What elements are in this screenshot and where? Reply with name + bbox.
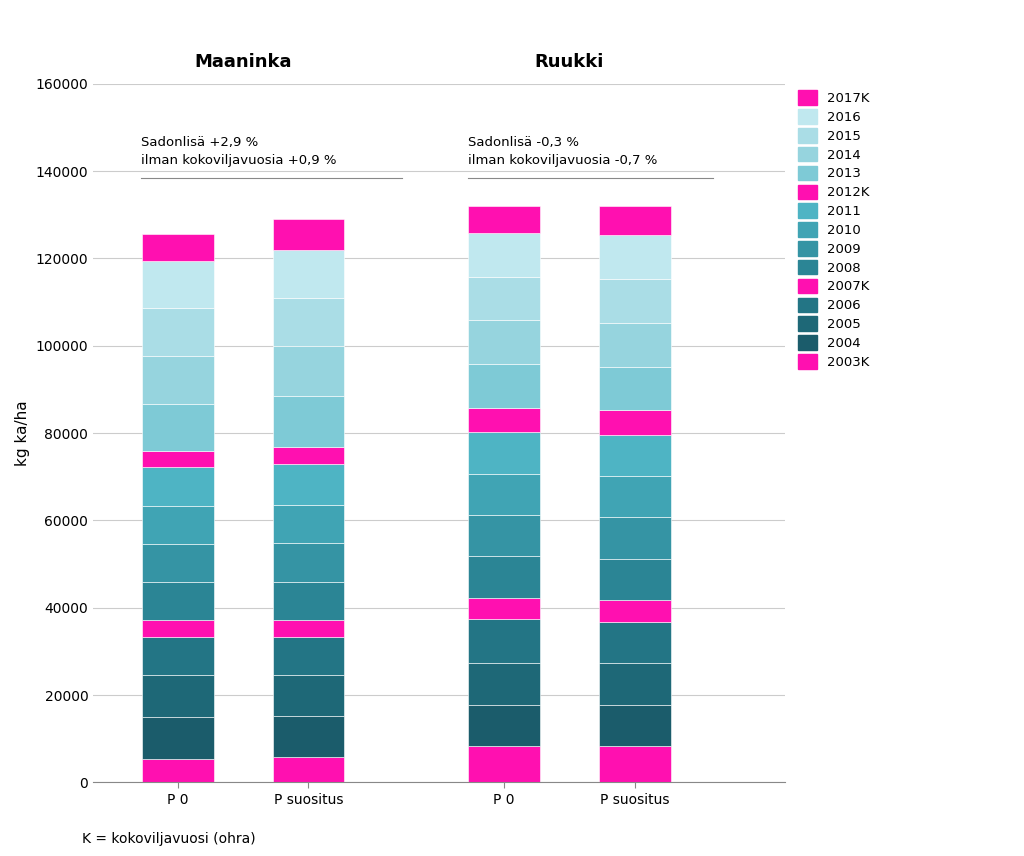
Bar (142, 260, 214, 308)
Bar (468, 408, 540, 432)
Bar (272, 716, 344, 758)
Bar (272, 581, 344, 620)
Bar (599, 279, 671, 323)
Text: Maaninka: Maaninka (195, 53, 292, 71)
Bar (599, 517, 671, 559)
Bar (599, 235, 671, 279)
Bar (142, 507, 214, 544)
Bar (272, 675, 344, 716)
Text: Sadonlisä -0,3 %
ilman kokoviljavuosia -0,7 %: Sadonlisä -0,3 % ilman kokoviljavuosia -… (468, 136, 657, 167)
Bar (142, 356, 214, 404)
Bar (599, 435, 671, 476)
Bar (599, 366, 671, 410)
Bar (142, 620, 214, 637)
Bar (272, 543, 344, 581)
Bar (142, 717, 214, 758)
Bar (468, 233, 540, 276)
Bar (599, 663, 671, 704)
Bar (468, 364, 540, 408)
Bar (142, 404, 214, 451)
Bar (142, 467, 214, 507)
Bar (599, 559, 671, 600)
Bar (272, 758, 344, 782)
Bar (468, 276, 540, 320)
Bar (468, 515, 540, 556)
Bar (468, 320, 540, 364)
Bar (272, 250, 344, 298)
Bar (142, 675, 214, 717)
Text: K = kokoviljavuosi (ohra): K = kokoviljavuosi (ohra) (82, 832, 256, 847)
Bar (272, 219, 344, 250)
Bar (468, 704, 540, 746)
Bar (272, 620, 344, 637)
Bar (599, 746, 671, 782)
Text: Ruukki: Ruukki (535, 53, 604, 71)
Bar (468, 597, 540, 620)
Bar (599, 600, 671, 621)
Y-axis label: kg ka/ha: kg ka/ha (15, 401, 30, 466)
Bar (142, 544, 214, 582)
Bar (272, 346, 344, 396)
Text: Sadonlisä +2,9 %
ilman kokoviljavuosia +0,9 %: Sadonlisä +2,9 % ilman kokoviljavuosia +… (141, 136, 337, 167)
Bar (142, 637, 214, 675)
Bar (468, 556, 540, 597)
Bar (599, 323, 671, 366)
Legend: 2017K, 2016, 2015, 2014, 2013, 2012K, 2011, 2010, 2009, 2008, 2007K, 2006, 2005,: 2017K, 2016, 2015, 2014, 2013, 2012K, 20… (799, 91, 869, 369)
Bar (142, 235, 214, 260)
Bar (272, 637, 344, 675)
Bar (468, 432, 540, 473)
Bar (599, 206, 671, 235)
Bar (142, 582, 214, 620)
Bar (142, 308, 214, 356)
Bar (272, 396, 344, 447)
Bar (272, 464, 344, 505)
Bar (468, 206, 540, 233)
Bar (599, 476, 671, 517)
Bar (468, 746, 540, 782)
Bar (468, 473, 540, 515)
Bar (468, 620, 540, 663)
Bar (142, 758, 214, 782)
Bar (142, 451, 214, 467)
Bar (599, 704, 671, 746)
Bar (599, 410, 671, 435)
Bar (272, 298, 344, 346)
Bar (599, 621, 671, 663)
Bar (272, 505, 344, 543)
Bar (272, 447, 344, 464)
Bar (468, 663, 540, 704)
